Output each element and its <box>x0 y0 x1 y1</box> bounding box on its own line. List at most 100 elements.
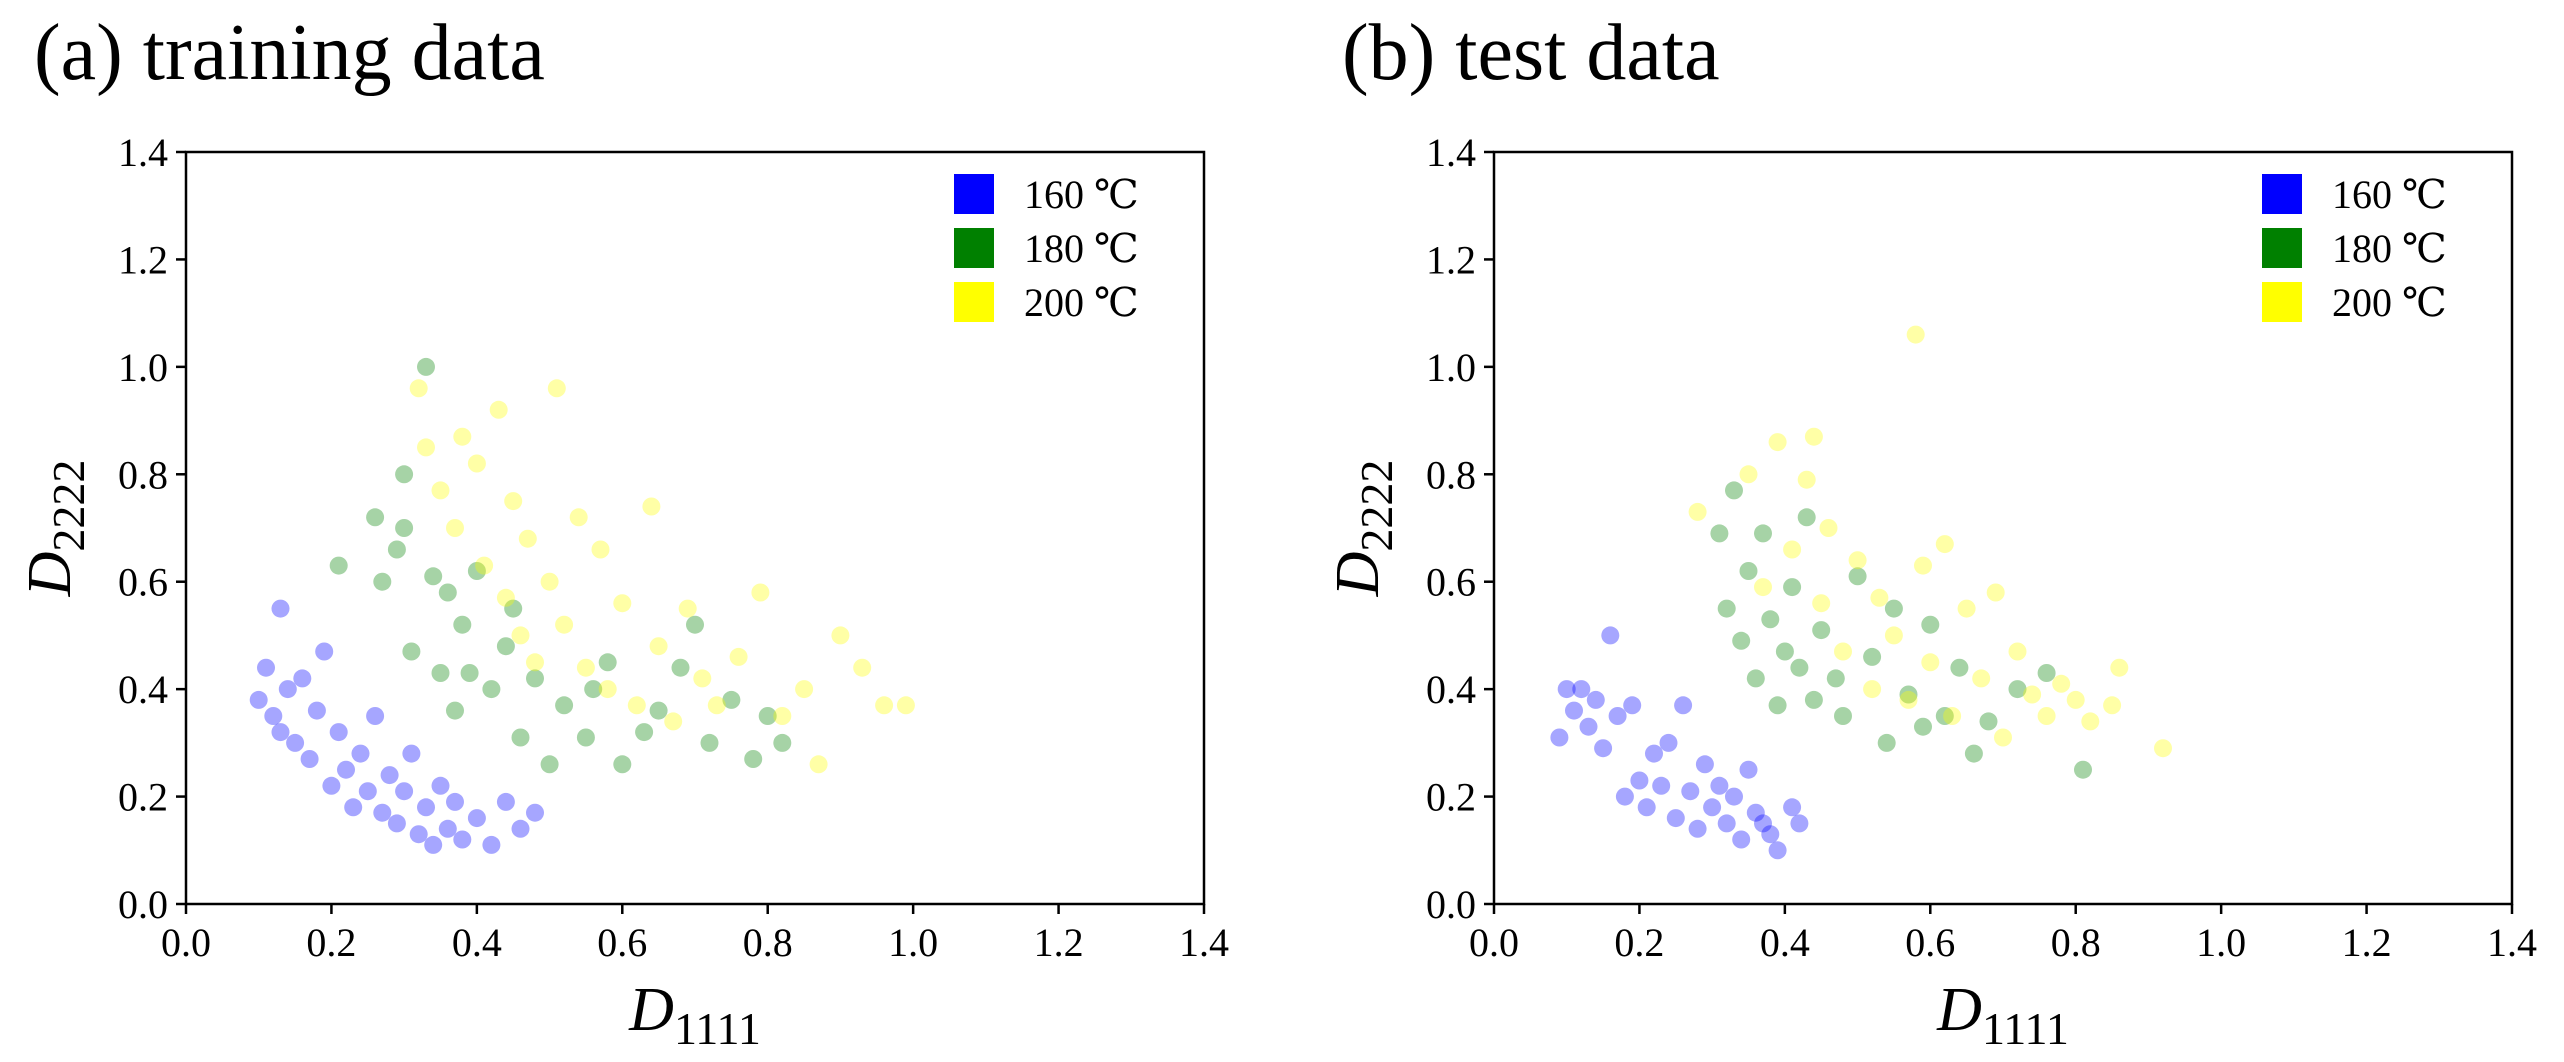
data-point-200 <box>1943 707 1962 725</box>
data-point-200 <box>1906 325 1925 344</box>
data-point-200 <box>2066 690 2085 709</box>
data-point-200 <box>1863 680 1882 699</box>
data-point-200 <box>1884 626 1903 645</box>
data-point-180 <box>1725 481 1743 500</box>
data-point-180 <box>1783 578 1802 597</box>
data-point-180 <box>773 733 792 752</box>
data-point-160 <box>366 707 385 725</box>
x-tick-label: 0.2 <box>1614 920 1664 965</box>
data-point-200 <box>1914 556 1932 575</box>
data-point-180 <box>649 701 668 720</box>
data-point-200 <box>417 438 435 457</box>
data-point-180 <box>431 664 450 682</box>
x-tick-label: 0.0 <box>1469 920 1519 965</box>
data-point-180 <box>482 680 501 699</box>
data-points <box>1550 325 2172 860</box>
data-point-180 <box>1826 669 1845 688</box>
data-point-180 <box>1950 658 1969 677</box>
data-point-200 <box>1688 502 1707 521</box>
data-point-180 <box>1863 647 1882 666</box>
data-point-180 <box>1768 696 1787 715</box>
data-point-200 <box>2008 642 2027 661</box>
data-point-160 <box>337 760 355 779</box>
data-point-180 <box>496 637 515 656</box>
y-tick-label: 0.8 <box>1426 452 1476 497</box>
data-point-160 <box>1645 744 1663 763</box>
data-point-180 <box>598 653 617 672</box>
data-point-200 <box>1812 594 1831 613</box>
data-points <box>249 357 915 854</box>
data-point-200 <box>453 427 472 446</box>
data-point-160 <box>417 798 435 817</box>
data-point-180 <box>446 701 464 720</box>
data-point-160 <box>286 733 305 752</box>
data-point-160 <box>1594 739 1613 758</box>
y-tick-label: 0.6 <box>118 560 168 605</box>
y-tick-label: 0.0 <box>1426 882 1476 927</box>
data-point-200 <box>1848 551 1867 570</box>
data-point-200 <box>576 658 595 677</box>
data-point-160 <box>1557 680 1576 699</box>
data-point-180 <box>424 567 443 586</box>
data-point-160 <box>1586 690 1605 709</box>
data-point-200 <box>511 626 530 645</box>
data-point-160 <box>409 825 428 844</box>
legend-label: 180 ℃ <box>1024 226 1139 271</box>
data-point-200 <box>547 379 566 398</box>
x-tick-label: 0.8 <box>743 920 793 965</box>
legend-swatch <box>2262 174 2302 214</box>
data-point-160 <box>1666 809 1685 828</box>
data-point-160 <box>1615 787 1634 806</box>
data-point-200 <box>751 583 770 602</box>
data-point-160 <box>1550 728 1569 747</box>
y-tick-label: 1.0 <box>1426 345 1476 390</box>
plot-frame <box>1492 150 2514 906</box>
data-point-160 <box>482 835 501 854</box>
data-point-160 <box>373 803 392 822</box>
data-point-160 <box>1565 701 1583 720</box>
data-point-200 <box>2023 685 2042 704</box>
data-point-200 <box>853 658 872 677</box>
x-tick-label: 1.4 <box>2487 920 2537 965</box>
scatter-chart-test: 0.0 0.2 0.4 0.6 0.8 1.0 1.2 1.4 0.0 0.2 0.4 0.6 0.8 1… <box>1324 130 2537 1054</box>
data-point-160 <box>1739 760 1758 779</box>
x-tick-label: 0.4 <box>452 920 502 965</box>
data-point-160 <box>402 744 421 763</box>
data-point-180 <box>744 750 763 768</box>
data-point-160 <box>453 830 472 849</box>
data-point-200 <box>409 379 428 398</box>
data-point-160 <box>1674 696 1693 715</box>
data-point-200 <box>467 454 486 473</box>
data-point-180 <box>1790 658 1809 677</box>
data-point-180 <box>1717 599 1736 618</box>
legend-label: 160 ℃ <box>2332 172 2447 217</box>
data-point-180 <box>1797 508 1816 527</box>
x-tick-label: 0.6 <box>597 920 647 965</box>
data-point-160 <box>1790 814 1809 833</box>
x-tick-label: 1.2 <box>1034 920 1084 965</box>
data-point-160 <box>1725 787 1743 806</box>
data-point-160 <box>1623 696 1642 715</box>
data-point-180 <box>1812 621 1831 640</box>
data-point-160 <box>264 707 283 725</box>
x-axis-label: D1111 <box>1936 976 2069 1054</box>
data-point-200 <box>1899 690 1918 709</box>
legend: 160 ℃ 180 ℃ 200 ℃ <box>954 172 1139 325</box>
data-point-180 <box>1754 524 1772 543</box>
data-point-180 <box>395 465 414 484</box>
data-point-200 <box>1935 535 1954 554</box>
data-point-180 <box>453 615 472 634</box>
data-point-180 <box>1899 685 1918 704</box>
data-point-200 <box>664 712 683 731</box>
data-point-200 <box>540 572 559 591</box>
y-tick-label: 0.4 <box>1426 667 1476 712</box>
scatter-chart-training: 0.0 0.2 0.4 0.6 0.8 1.0 1.2 1.4 0.0 0.2 0.4 0.6 0.8 1… <box>16 130 1229 1054</box>
data-point-200 <box>518 529 537 548</box>
data-point-160 <box>351 744 370 763</box>
data-point-160 <box>322 776 341 795</box>
x-tick-label: 1.0 <box>2196 920 2246 965</box>
data-point-160 <box>1754 814 1772 833</box>
data-point-200 <box>773 707 792 725</box>
data-point-180 <box>373 572 392 591</box>
legend-label: 160 ℃ <box>1024 172 1139 217</box>
